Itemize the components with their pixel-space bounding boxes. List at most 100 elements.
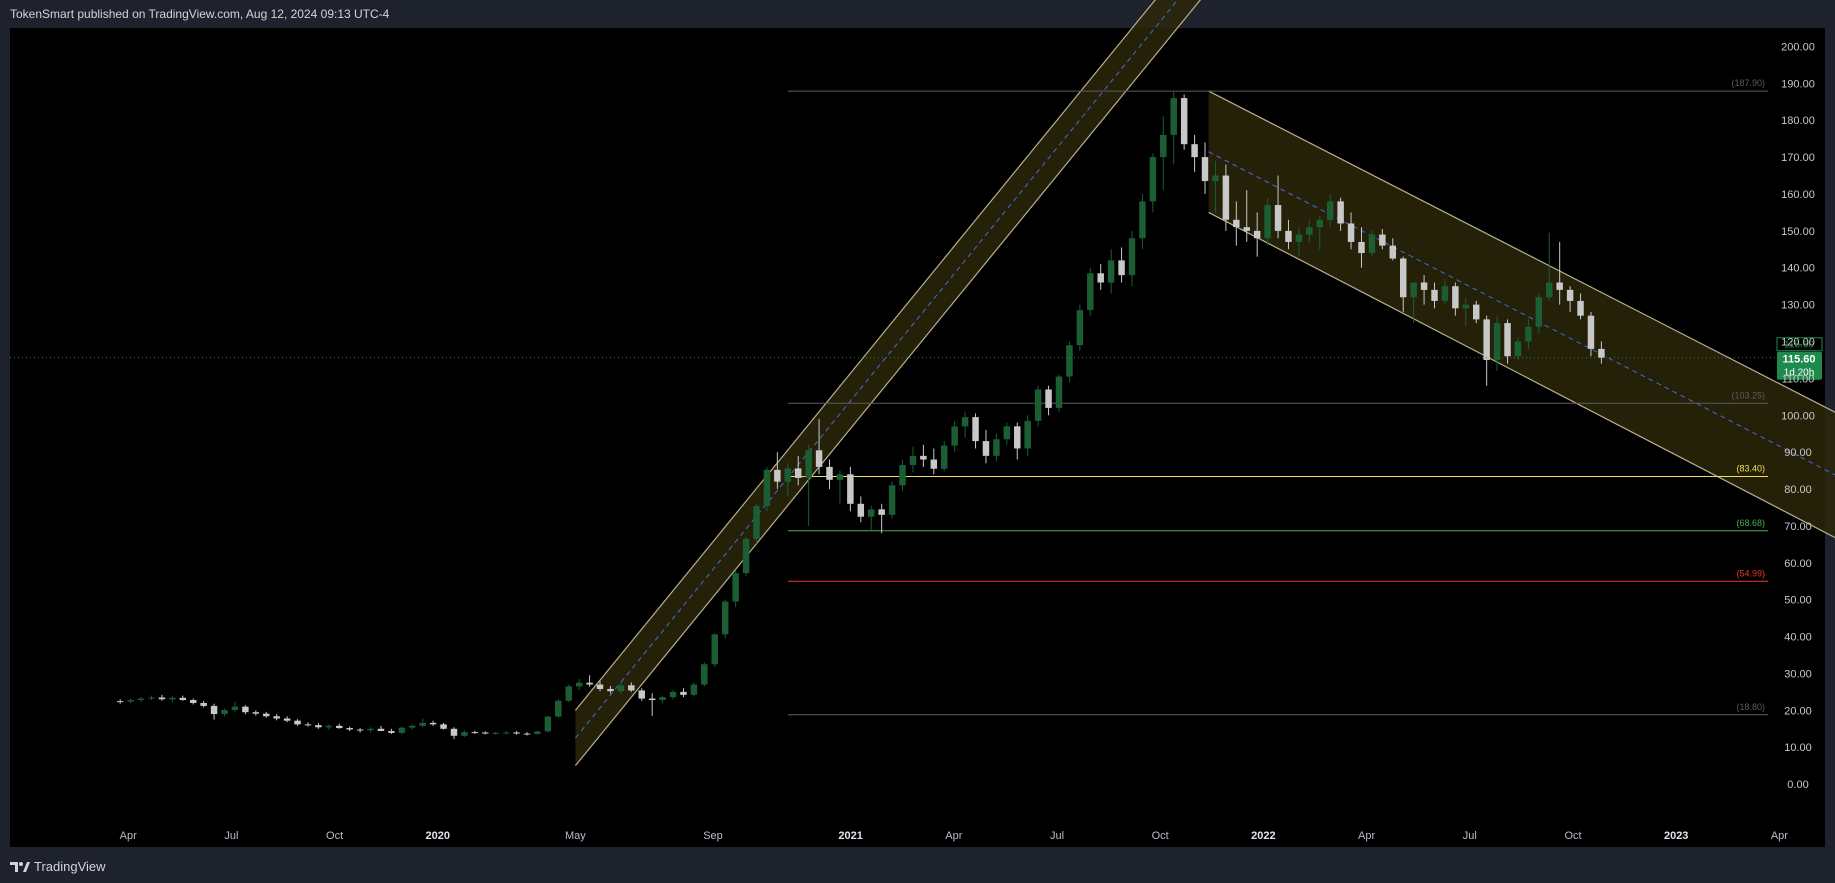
candle-body-2 bbox=[137, 698, 145, 701]
candle-body-98 bbox=[1139, 201, 1146, 239]
candle-body-33 bbox=[461, 732, 468, 736]
fib-level-label-5: (18.80) bbox=[1736, 702, 1765, 712]
candle-body-63 bbox=[774, 469, 781, 482]
price-badge-top: 115.60 bbox=[1784, 340, 1814, 351]
y-tick-label-19: 190.00 bbox=[1781, 78, 1815, 90]
candle-body-95 bbox=[1107, 260, 1115, 283]
candle-body-3 bbox=[148, 697, 155, 699]
candle-body-31 bbox=[440, 724, 447, 729]
candle-body-41 bbox=[544, 716, 552, 732]
x-tick-label-2: Oct bbox=[326, 830, 343, 842]
y-tick-label-13: 130.00 bbox=[1781, 300, 1815, 312]
last-price-layer: 115.60 115.60 1d 20h bbox=[10, 337, 1823, 380]
candle-body-124 bbox=[1410, 282, 1417, 298]
candle-body-51 bbox=[648, 698, 656, 701]
candle-body-11 bbox=[231, 706, 239, 710]
candle-body-44 bbox=[575, 682, 583, 687]
candle-body-54 bbox=[680, 691, 687, 695]
candle-body-64 bbox=[784, 468, 792, 482]
y-tick-label-6: 60.00 bbox=[1784, 558, 1812, 570]
candle-body-10 bbox=[221, 709, 228, 715]
candle-body-26 bbox=[388, 731, 395, 733]
candle-body-142 bbox=[1598, 348, 1605, 358]
candle-body-47 bbox=[607, 688, 614, 692]
candle-body-60 bbox=[742, 538, 750, 574]
y-tick-label-4: 40.00 bbox=[1784, 632, 1812, 644]
candle-body-119 bbox=[1358, 241, 1365, 253]
candle-body-19 bbox=[315, 725, 322, 728]
candle-body-109 bbox=[1253, 230, 1261, 239]
candle-body-110 bbox=[1264, 205, 1271, 239]
candle-body-89 bbox=[1045, 389, 1052, 408]
y-tick-label-18: 180.00 bbox=[1781, 115, 1815, 127]
fib-level-label-3: (68.68) bbox=[1736, 518, 1765, 528]
candle-body-130 bbox=[1472, 304, 1480, 320]
candle-body-102 bbox=[1180, 98, 1188, 145]
candle-body-29 bbox=[419, 722, 426, 726]
candle-body-42 bbox=[555, 700, 562, 717]
candle-body-129 bbox=[1462, 304, 1470, 309]
y-tick-label-15: 150.00 bbox=[1781, 226, 1815, 238]
candle-body-92 bbox=[1076, 310, 1084, 346]
price-badge-main-box bbox=[1777, 351, 1822, 380]
candle-body-5 bbox=[169, 697, 176, 700]
fib-level-label-4: (54.99) bbox=[1736, 568, 1765, 578]
candle-body-131 bbox=[1483, 319, 1490, 360]
candle-body-123 bbox=[1399, 258, 1407, 298]
y-tick-label-11: 110.00 bbox=[1782, 373, 1815, 385]
candle-body-99 bbox=[1149, 157, 1157, 202]
candle-body-91 bbox=[1066, 345, 1073, 377]
price-badge-countdown: 1d 20h bbox=[1784, 368, 1815, 379]
y-tick-label-3: 30.00 bbox=[1784, 668, 1812, 680]
candle-body-28 bbox=[409, 725, 416, 728]
candle-body-120 bbox=[1368, 234, 1376, 253]
published-info: TokenSmart published on TradingView.com,… bbox=[10, 7, 390, 21]
candle-body-96 bbox=[1118, 260, 1125, 276]
candle-body-16 bbox=[283, 718, 291, 721]
y-tick-label-20: 200.00 bbox=[1781, 41, 1815, 53]
candle-body-56 bbox=[701, 664, 708, 685]
candle-body-72 bbox=[867, 509, 875, 517]
tradingview-logo[interactable]: TradingView bbox=[10, 859, 106, 874]
candle-body-135 bbox=[1525, 326, 1532, 342]
footer-bar: TradingView bbox=[0, 855, 1835, 883]
candle-body-84 bbox=[993, 439, 1000, 456]
candles-layer bbox=[116, 91, 1605, 740]
candle-body-77 bbox=[920, 455, 927, 460]
candle-body-103 bbox=[1191, 144, 1198, 158]
candle-body-86 bbox=[1014, 426, 1021, 449]
y-tick-label-14: 140.00 bbox=[1781, 263, 1815, 275]
candle-body-52 bbox=[659, 697, 666, 701]
x-tick-label-7: Apr bbox=[945, 830, 962, 842]
candle-body-58 bbox=[721, 601, 729, 635]
candle-body-105 bbox=[1212, 175, 1219, 182]
candle-body-127 bbox=[1441, 286, 1449, 301]
fib-levels-layer: (187.90) (103.25) (83.40) (68.68) (54.99) (18… bbox=[787, 78, 1768, 716]
candle-body-78 bbox=[930, 459, 938, 469]
candle-body-62 bbox=[763, 469, 771, 507]
price-axis: 0.00 10.00 20.00 30.00 40.00 50.00 60.00 70.00 8… bbox=[1781, 41, 1815, 791]
candle-body-49 bbox=[628, 685, 635, 691]
candle-body-14 bbox=[263, 713, 270, 717]
candle-body-73 bbox=[878, 509, 885, 515]
price-badge-top-box bbox=[1776, 337, 1823, 352]
candle-body-66 bbox=[805, 450, 812, 478]
candle-body-8 bbox=[200, 702, 207, 706]
candle-body-71 bbox=[857, 503, 865, 517]
candle-body-24 bbox=[367, 728, 374, 731]
candle-body-141 bbox=[1587, 315, 1595, 349]
down-channel-median-line bbox=[1208, 151, 1835, 476]
candle-body-100 bbox=[1160, 134, 1167, 158]
time-axis-area[interactable] bbox=[10, 821, 1825, 847]
candle-body-125 bbox=[1420, 282, 1428, 290]
candle-body-22 bbox=[346, 728, 353, 730]
candle-body-13 bbox=[252, 712, 260, 714]
candle-body-15 bbox=[273, 716, 280, 719]
y-tick-label-12: 120.00 bbox=[1781, 337, 1815, 349]
candle-body-36 bbox=[492, 732, 499, 734]
y-tick-label-5: 50.00 bbox=[1784, 595, 1812, 607]
candle-body-30 bbox=[429, 722, 437, 725]
fib-level-label-1: (103.25) bbox=[1731, 390, 1765, 400]
channels-layer bbox=[574, 0, 1835, 767]
